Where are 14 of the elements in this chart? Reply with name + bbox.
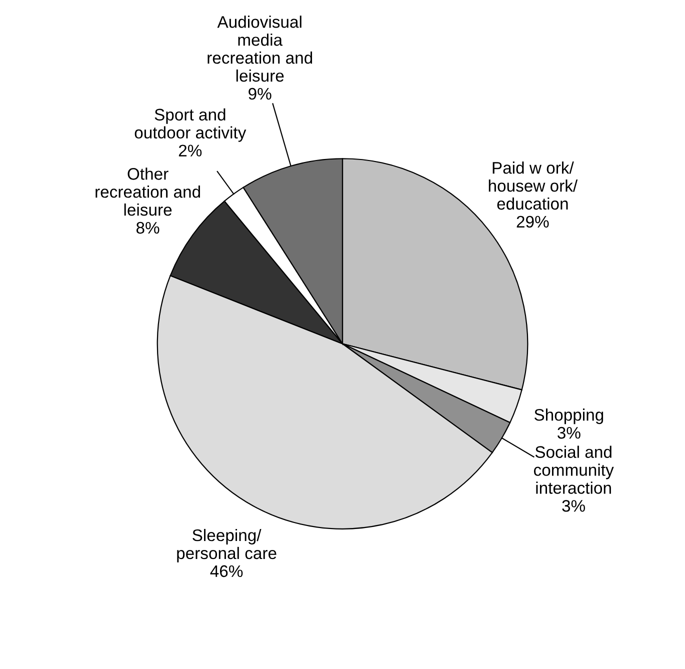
slice-label: Sleeping/ personal care bbox=[177, 528, 276, 562]
data-label: 29% bbox=[516, 216, 549, 228]
slice-label: Shopping bbox=[534, 408, 604, 424]
data-label: 8% bbox=[136, 222, 160, 234]
data-label: 46% bbox=[210, 565, 243, 578]
data-label: 2% bbox=[178, 144, 202, 156]
slice-label: Other recreation and leisure bbox=[96, 168, 200, 216]
slice-label: Social and community interaction bbox=[534, 446, 614, 494]
data-label: 3% bbox=[562, 500, 586, 512]
slice-label: Paid w ork/ housew ork/ education bbox=[488, 162, 578, 210]
data-label: 9% bbox=[248, 88, 272, 100]
slice-label: Sport and outdoor activity bbox=[134, 108, 246, 142]
data-label: 3% bbox=[558, 426, 580, 439]
slice-label: Audiovisual media recreation and leisure bbox=[208, 16, 312, 82]
